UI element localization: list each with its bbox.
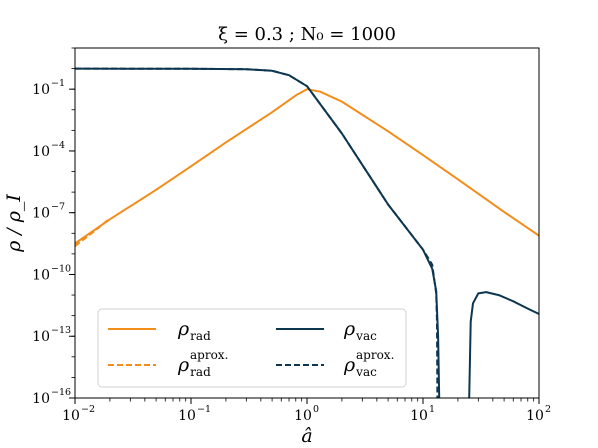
y-tick-exponent: −10 <box>51 263 71 274</box>
y-tick-label: 10 <box>32 82 50 98</box>
legend-sup-rho-rad-aprox: aprox. <box>190 348 228 362</box>
x-tick-label: 10 <box>410 408 428 424</box>
y-tick-label: 10 <box>32 329 50 345</box>
x-tick-label: 10 <box>62 408 80 424</box>
y-tick-exponent: −1 <box>51 78 65 89</box>
y-axis-label: ρ / ρ_I <box>3 194 25 253</box>
x-tick-exponent: −1 <box>197 404 211 415</box>
x-tick-label: 10 <box>178 408 196 424</box>
x-tick-exponent: 0 <box>313 404 319 415</box>
series-rho-vac-aprox <box>75 67 439 398</box>
y-tick-exponent: −4 <box>51 140 65 151</box>
y-tick-exponent: −7 <box>51 202 65 213</box>
x-tick-exponent: 1 <box>429 404 435 415</box>
series-rho-rad-aprox <box>75 217 111 247</box>
legend-sup-rho-vac-aprox: aprox. <box>356 348 394 362</box>
chart-title: ξ = 0.3 ; N₀ = 1000 <box>218 24 396 45</box>
x-tick-label: 10 <box>526 408 544 424</box>
series-rho-rad <box>75 88 539 245</box>
x-tick-label: 10 <box>294 408 312 424</box>
series-rho-vac-tail <box>468 291 539 398</box>
series-layer <box>75 67 539 398</box>
x-tick-exponent: 2 <box>545 404 551 415</box>
x-tick-exponent: −2 <box>81 404 95 415</box>
x-axis-label: â <box>301 425 312 447</box>
y-tick-label: 10 <box>32 391 50 407</box>
y-tick-label: 10 <box>32 267 50 283</box>
y-tick-exponent: −13 <box>51 325 71 336</box>
y-tick-label: 10 <box>32 206 50 222</box>
legend-box <box>97 308 407 388</box>
y-tick-exponent: −16 <box>51 387 71 398</box>
y-tick-label: 10 <box>32 144 50 160</box>
